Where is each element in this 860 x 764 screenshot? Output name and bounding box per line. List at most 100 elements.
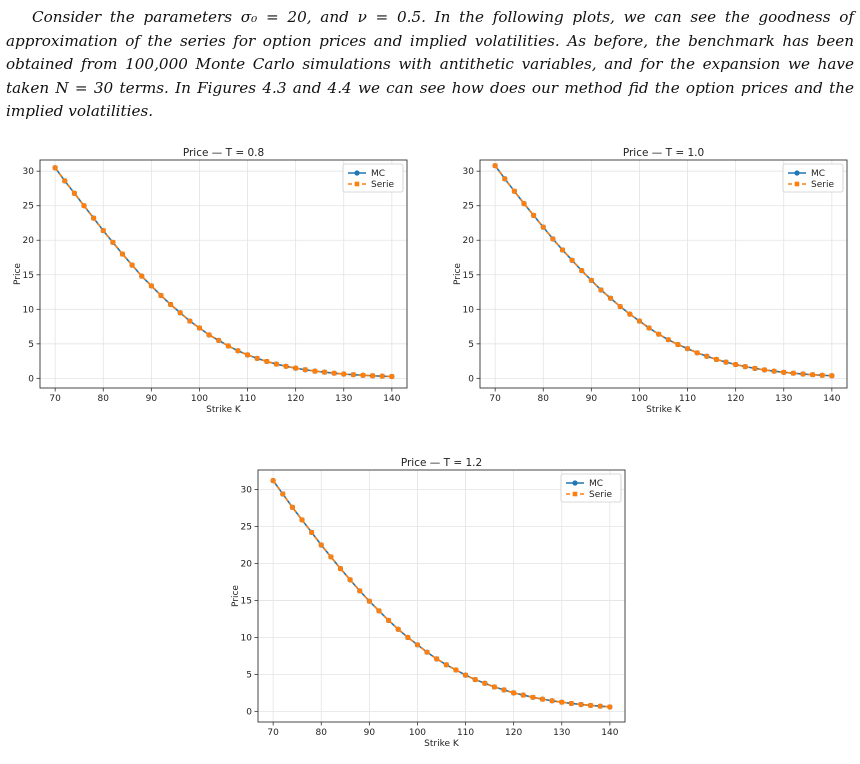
- y-tick-label: 25: [463, 202, 474, 212]
- y-tick-label: 30: [463, 167, 475, 177]
- serie-point: [206, 332, 212, 338]
- paragraph-text: Consider the parameters σ₀ = 20, and ν =…: [6, 8, 854, 120]
- serie-point: [415, 642, 420, 648]
- serie-point: [290, 504, 295, 510]
- serie-point: [656, 331, 661, 337]
- serie-point: [328, 554, 334, 560]
- serie-point: [627, 311, 633, 317]
- serie-point: [540, 696, 545, 702]
- plot-frame: [479, 159, 848, 389]
- chart-title: Price — T = 0.8: [183, 147, 264, 159]
- serie-point: [685, 346, 690, 351]
- serie-point: [531, 213, 536, 218]
- serie-point: [646, 325, 652, 331]
- serie-point: [168, 302, 173, 307]
- x-tick-label: 100: [631, 394, 648, 404]
- serie-point: [607, 704, 613, 710]
- x-tick-label: 100: [191, 394, 208, 404]
- serie-point: [589, 278, 594, 283]
- serie-point: [492, 684, 497, 690]
- serie-point: [762, 367, 767, 373]
- serie-point: [521, 201, 527, 206]
- y-tick-label: 30: [23, 167, 35, 177]
- y-tick-label: 10: [23, 305, 35, 315]
- serie-point: [781, 369, 787, 375]
- serie-point: [520, 692, 526, 698]
- x-tick-label: 110: [679, 394, 696, 404]
- x-tick-label: 140: [601, 728, 618, 738]
- serie-point: [367, 598, 372, 604]
- price-chart-t12: Price — T = 1.2 70 80 90 100 110 120 130 140 0 5 10…: [228, 457, 633, 749]
- x-tick-label: 140: [823, 394, 840, 404]
- y-tick-label: 25: [23, 202, 34, 212]
- serie-point: [569, 257, 575, 263]
- serie-point: [791, 370, 796, 376]
- serie-point: [254, 356, 260, 361]
- serie-point: [598, 287, 604, 293]
- x-axis-label: Strike K: [646, 405, 682, 415]
- serie-point: [81, 203, 87, 209]
- serie-point: [270, 478, 276, 483]
- y-axis-label: Price: [453, 263, 463, 285]
- serie-point: [309, 530, 314, 535]
- price-chart-t12-svg: Price — T = 1.2 70 80 90 100 110 120 130 140 0 5 10…: [231, 457, 626, 749]
- x-tick-label: 70: [49, 394, 61, 404]
- x-tick-label: 80: [538, 394, 550, 404]
- serie-point: [100, 228, 106, 233]
- serie-point: [52, 165, 58, 171]
- x-tick-label: 100: [409, 728, 426, 738]
- serie-point: [395, 626, 401, 632]
- y-axis-label: Price: [13, 263, 23, 285]
- serie-point: [293, 365, 298, 371]
- y-tick-label: 20: [463, 236, 475, 246]
- plot-frame: [39, 159, 408, 389]
- y-tick-label: 25: [241, 522, 252, 532]
- serie-point: [569, 701, 574, 706]
- serie-point: [714, 357, 719, 362]
- serie-point: [675, 342, 681, 347]
- x-tick-label: 130: [335, 394, 352, 404]
- serie-point: [72, 190, 77, 196]
- serie-point: [331, 370, 337, 376]
- serie-point: [129, 262, 135, 268]
- series-line-serie: [272, 480, 610, 708]
- serie-point: [357, 588, 363, 594]
- series-line-serie: [54, 167, 392, 378]
- serie-point: [318, 542, 324, 548]
- y-tick-label: 15: [241, 596, 252, 606]
- y-tick-label: 0: [28, 374, 34, 384]
- price-chart-t08-svg: Price — T = 0.8 70 80 90 100 110 120 130 140 0 5 10…: [13, 147, 408, 415]
- legend-label: MC: [811, 169, 825, 179]
- legend-swatch-marker: [572, 480, 578, 486]
- serie-point: [312, 368, 318, 374]
- y-tick-label: 20: [23, 236, 35, 246]
- x-tick-label: 80: [98, 394, 110, 404]
- serie-point: [424, 649, 430, 655]
- serie-point: [434, 656, 439, 662]
- series-line-mc: [54, 167, 392, 378]
- serie-point: [666, 337, 671, 342]
- body-paragraph: Consider the parameters σ₀ = 20, and ν =…: [6, 6, 854, 124]
- serie-point: [158, 293, 164, 298]
- serie-point: [226, 343, 231, 349]
- serie-point: [347, 577, 353, 583]
- serie-point: [351, 372, 356, 378]
- serie-point: [389, 374, 395, 379]
- serie-point: [299, 517, 305, 523]
- serie-point: [733, 362, 738, 367]
- serie-point: [579, 268, 585, 273]
- x-tick-label: 70: [489, 394, 501, 404]
- serie-point: [370, 373, 375, 379]
- serie-point: [829, 373, 835, 379]
- serie-point: [549, 698, 555, 704]
- serie-point: [376, 608, 382, 614]
- y-tick-label: 10: [241, 633, 253, 643]
- x-tick-label: 90: [364, 728, 376, 738]
- legend-swatch-marker: [354, 181, 360, 187]
- y-tick-label: 30: [241, 486, 253, 496]
- x-axis-label: Strike K: [206, 405, 242, 415]
- serie-point: [110, 240, 116, 245]
- serie-point: [280, 491, 286, 497]
- serie-point: [501, 687, 507, 693]
- legend-label: Serie: [371, 180, 394, 190]
